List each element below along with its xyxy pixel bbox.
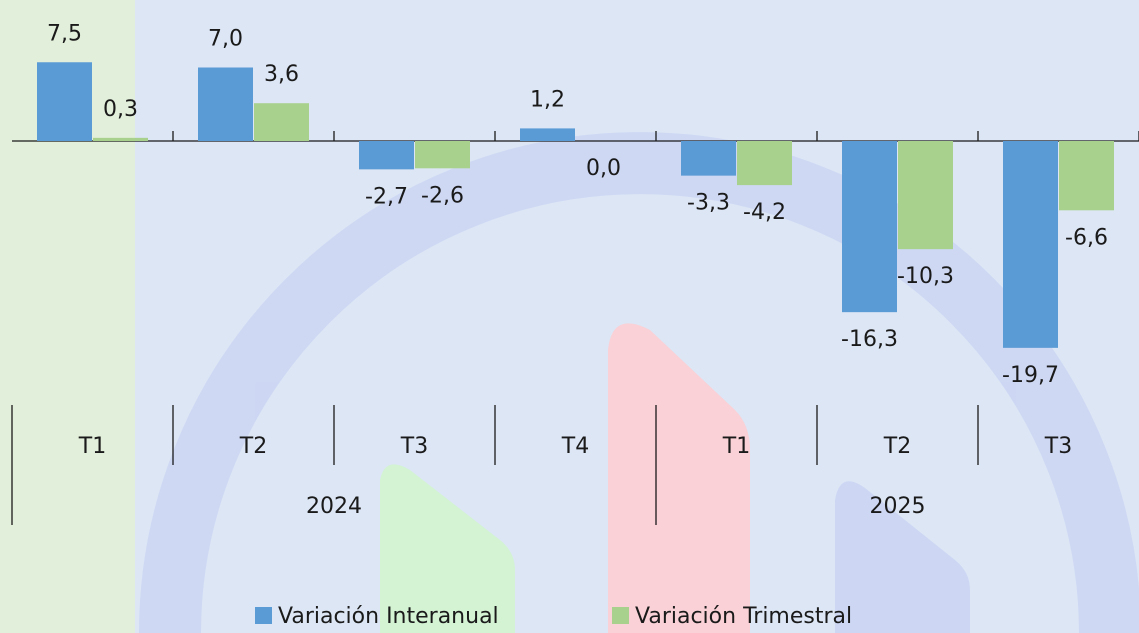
value-label: -10,3 bbox=[897, 264, 954, 289]
bar bbox=[93, 138, 148, 141]
value-label: -4,2 bbox=[743, 200, 786, 225]
value-label: 0,0 bbox=[586, 156, 621, 181]
chart: T1 7,5 0,3 T2 7,0 3,6 T3 -2,7 -2,6 T4 1,2 0,0 2024 T1… bbox=[0, 0, 1139, 633]
group-label: 2025 bbox=[870, 494, 926, 519]
value-label: 7,0 bbox=[208, 27, 243, 52]
value-label: -3,3 bbox=[687, 191, 730, 216]
group-label: 2024 bbox=[306, 494, 362, 519]
value-label: 3,6 bbox=[264, 62, 299, 87]
x-tick-label: T2 bbox=[239, 434, 267, 459]
x-tick-label: T1 bbox=[722, 434, 750, 459]
bar bbox=[37, 62, 92, 141]
bar bbox=[842, 141, 897, 312]
bar bbox=[254, 103, 309, 141]
legend-swatch bbox=[612, 607, 629, 624]
bar bbox=[359, 141, 414, 169]
legend-label: Variación Interanual bbox=[278, 604, 499, 629]
value-label: -16,3 bbox=[841, 327, 898, 352]
x-tick-label: T2 bbox=[883, 434, 911, 459]
value-label: 1,2 bbox=[530, 87, 565, 112]
bar bbox=[898, 141, 953, 249]
value-label: -2,7 bbox=[365, 184, 408, 209]
bar bbox=[415, 141, 470, 168]
x-tick-label: T4 bbox=[561, 434, 589, 459]
legend-swatch bbox=[255, 607, 272, 624]
value-label: -6,6 bbox=[1065, 225, 1108, 250]
value-label: 0,3 bbox=[103, 97, 138, 122]
bar bbox=[1059, 141, 1114, 210]
legend-label: Variación Trimestral bbox=[635, 604, 852, 629]
x-tick-label: T3 bbox=[1044, 434, 1072, 459]
value-label: 7,5 bbox=[47, 21, 82, 46]
bar bbox=[1003, 141, 1058, 348]
x-tick-label: T1 bbox=[78, 434, 106, 459]
value-label: -2,6 bbox=[421, 183, 464, 208]
bar bbox=[520, 128, 575, 141]
bar bbox=[681, 141, 736, 176]
value-label: -19,7 bbox=[1002, 363, 1059, 388]
x-tick-label: T3 bbox=[400, 434, 428, 459]
bar bbox=[198, 68, 253, 142]
bar bbox=[737, 141, 792, 185]
